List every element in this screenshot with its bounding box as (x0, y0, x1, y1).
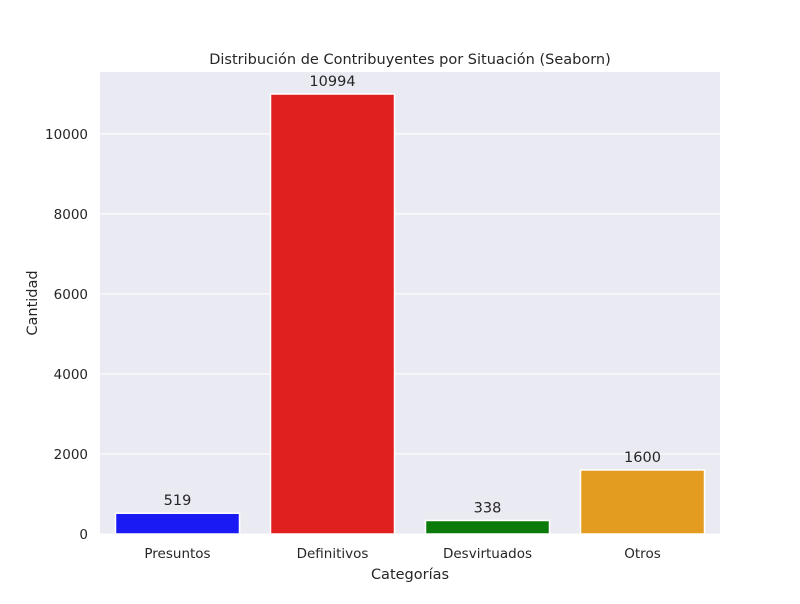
data-labels: 519 10994 338 1600 (164, 74, 661, 516)
x-axis-ticks: Presuntos Definitivos Desvirtuados Otros (144, 546, 660, 562)
bar-otros (579, 469, 706, 535)
y-tick-label: 6000 (54, 287, 88, 303)
bar-desvirtuados (424, 519, 551, 535)
data-label-definitivos: 10994 (309, 74, 355, 90)
bar-definitivos (269, 93, 396, 535)
data-label-otros: 1600 (624, 450, 661, 466)
y-tick-label: 8000 (54, 207, 88, 223)
x-tick-label: Desvirtuados (443, 546, 532, 562)
data-label-presuntos: 519 (164, 493, 192, 509)
y-tick-label: 0 (79, 527, 88, 543)
chart-title: Distribución de Contribuyentes por Situa… (209, 52, 611, 68)
y-tick-label: 10000 (45, 127, 88, 143)
y-tick-label: 4000 (54, 367, 88, 383)
y-axis-label: Cantidad (25, 270, 41, 335)
x-tick-label: Definitivos (297, 546, 369, 562)
bar-presuntos (114, 512, 241, 535)
x-tick-label: Presuntos (144, 546, 210, 562)
y-tick-label: 2000 (54, 447, 88, 463)
y-axis-ticks: 0 2000 4000 6000 8000 10000 (45, 127, 88, 543)
x-axis-label: Categorías (371, 567, 449, 583)
x-tick-label: Otros (624, 546, 660, 562)
bars (114, 93, 706, 535)
plot-area (100, 72, 720, 534)
data-label-desvirtuados: 338 (474, 500, 502, 516)
